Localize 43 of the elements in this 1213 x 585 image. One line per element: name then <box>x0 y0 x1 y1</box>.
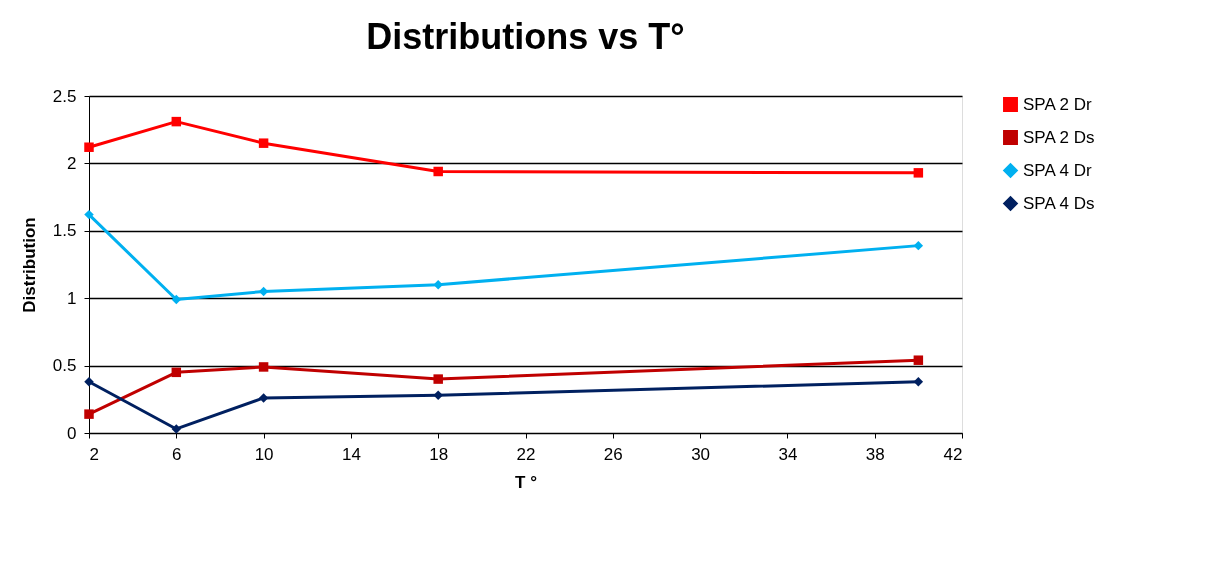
point <box>84 209 94 220</box>
point <box>258 286 269 297</box>
point <box>171 424 182 434</box>
y-tick-label: 2.5 <box>52 86 77 106</box>
legend-label: SPA 2 Ds <box>1023 127 1095 147</box>
point <box>84 409 94 419</box>
point <box>433 374 443 384</box>
point <box>171 294 182 305</box>
x-axis-title: T ° <box>515 472 538 492</box>
y-axis-title: Distribution <box>19 217 39 313</box>
legend-label: SPA 4 Ds <box>1023 193 1095 213</box>
point <box>913 240 924 251</box>
point <box>433 390 443 400</box>
y-tick-label: 0 <box>67 423 77 443</box>
point <box>171 116 182 127</box>
legend-label: SPA 4 Dr <box>1023 160 1092 180</box>
x-tick-label: 10 <box>254 444 274 464</box>
point <box>913 168 924 178</box>
y-tick-label: 1 <box>67 288 77 308</box>
x-tick-label: 2 <box>89 444 99 464</box>
x-tick-label: 26 <box>603 444 623 464</box>
point <box>84 142 94 152</box>
y-tick-label: 0.5 <box>52 356 77 376</box>
point <box>171 367 182 378</box>
point <box>258 362 269 372</box>
point <box>913 355 924 365</box>
point <box>258 138 269 148</box>
y-tick-label: 2 <box>67 153 77 173</box>
point <box>433 279 443 290</box>
legend-label: SPA 2 Dr <box>1023 94 1092 114</box>
x-tick-label: 22 <box>516 444 536 464</box>
chart-title: Distributions vs T° <box>366 16 685 57</box>
point <box>258 393 269 403</box>
x-tick-label: 14 <box>341 444 361 464</box>
point <box>913 377 924 387</box>
x-tick-label: 6 <box>172 444 182 464</box>
x-tick-label: 38 <box>865 444 885 464</box>
point <box>433 166 443 177</box>
x-tick-label: 30 <box>691 444 711 464</box>
y-tick-label: 1.5 <box>52 221 77 241</box>
x-tick-label: 18 <box>429 444 449 464</box>
x-tick-label: 42 <box>943 444 963 464</box>
x-tick-label: 34 <box>778 444 798 464</box>
